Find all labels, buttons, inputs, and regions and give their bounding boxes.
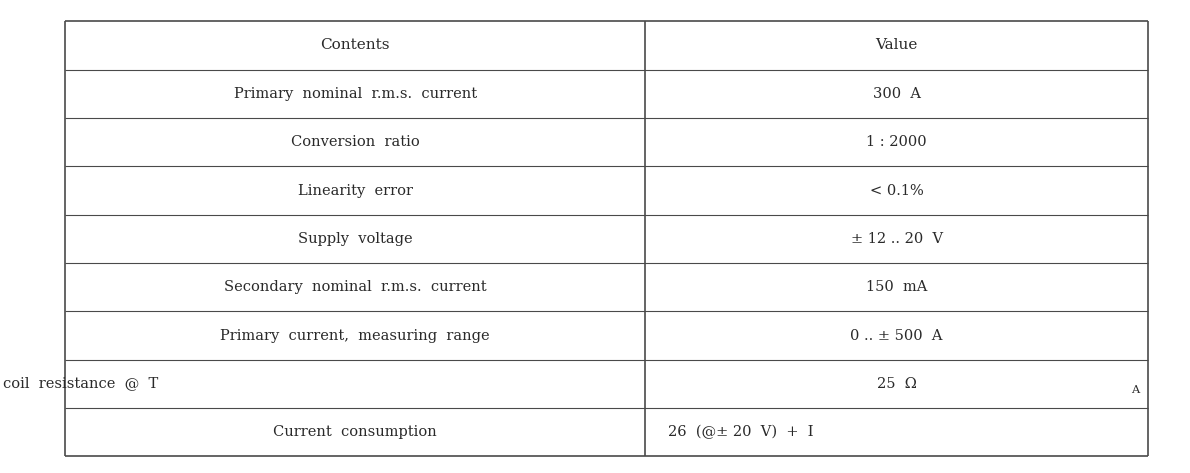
Text: Conversion  ratio: Conversion ratio bbox=[290, 135, 420, 149]
Text: 26  (@± 20  V)  +  I: 26 (@± 20 V) + I bbox=[668, 425, 814, 439]
Bar bbox=[645, 215, 1148, 263]
Bar bbox=[645, 118, 1148, 166]
Text: Value: Value bbox=[876, 38, 917, 53]
Bar bbox=[645, 311, 1148, 360]
Bar bbox=[65, 215, 645, 263]
Text: Secondary  nominal  r.m.s.  current: Secondary nominal r.m.s. current bbox=[224, 280, 487, 294]
Bar bbox=[65, 263, 645, 311]
Bar bbox=[645, 21, 1148, 70]
Bar bbox=[645, 166, 1148, 215]
Bar bbox=[65, 311, 645, 360]
Text: 0 .. ± 500  A: 0 .. ± 500 A bbox=[851, 329, 942, 342]
Bar bbox=[645, 263, 1148, 311]
Bar bbox=[65, 118, 645, 166]
Text: 1 : 2000: 1 : 2000 bbox=[866, 135, 927, 149]
Text: 150  mA: 150 mA bbox=[866, 280, 927, 294]
Text: 300  A: 300 A bbox=[872, 87, 921, 101]
Bar bbox=[65, 21, 645, 70]
Text: ± 12 .. 20  V: ± 12 .. 20 V bbox=[851, 232, 942, 246]
Bar bbox=[645, 70, 1148, 118]
Text: Primary  nominal  r.m.s.  current: Primary nominal r.m.s. current bbox=[233, 87, 477, 101]
Text: Primary  current,  measuring  range: Primary current, measuring range bbox=[220, 329, 490, 342]
Bar bbox=[65, 70, 645, 118]
Bar bbox=[65, 408, 645, 456]
Text: Secondary  coil  resistance  @  T: Secondary coil resistance @ T bbox=[0, 377, 158, 391]
Bar bbox=[645, 408, 1148, 456]
Text: < 0.1%: < 0.1% bbox=[870, 184, 923, 198]
Text: Contents: Contents bbox=[320, 38, 390, 53]
Text: Current  consumption: Current consumption bbox=[274, 425, 437, 439]
Text: Linearity  error: Linearity error bbox=[298, 184, 413, 198]
Text: A: A bbox=[1130, 385, 1139, 395]
Text: Supply  voltage: Supply voltage bbox=[298, 232, 413, 246]
Bar bbox=[65, 360, 645, 408]
Bar bbox=[65, 166, 645, 215]
Bar bbox=[645, 360, 1148, 408]
Text: 25  Ω: 25 Ω bbox=[877, 377, 916, 391]
